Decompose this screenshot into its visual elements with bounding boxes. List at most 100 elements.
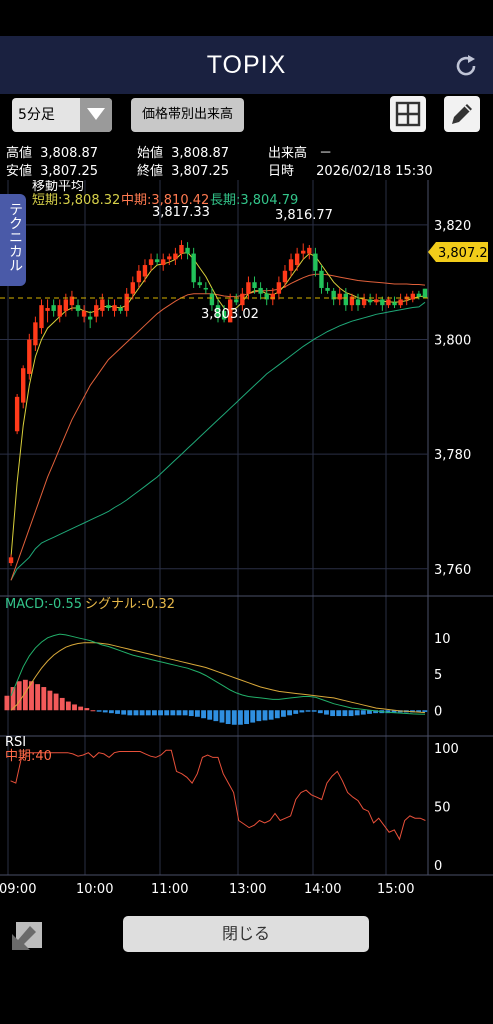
signal-label: シグナル:-0.32 xyxy=(85,597,175,612)
volume-profile-button[interactable]: 価格帯別出来高 xyxy=(131,98,244,132)
macd-histogram-bar xyxy=(170,710,176,716)
candle-body xyxy=(209,293,215,306)
candle-body xyxy=(386,299,391,306)
x-tick-label: 13:00 xyxy=(229,882,266,897)
stat-open-label: 始値 xyxy=(137,146,164,161)
macd-histogram-bar xyxy=(225,710,231,725)
candle-body xyxy=(270,293,275,300)
close-button[interactable]: 閉じる xyxy=(123,916,369,952)
y-tick-label: 3,800 xyxy=(434,334,471,349)
macd-histogram-bar xyxy=(188,710,194,717)
candle-body xyxy=(240,293,245,306)
stat-high: 高値 3,808.87 xyxy=(6,142,98,161)
macd-histogram-bar xyxy=(305,710,311,712)
candle-body xyxy=(301,250,306,254)
chevron-down-icon[interactable] xyxy=(80,98,112,132)
rsi-title: RSI xyxy=(5,735,26,750)
candle-body xyxy=(185,247,190,254)
period-select[interactable]: 5分足 xyxy=(12,98,112,132)
stat-datetime: 日時 2026/02/18 15:30 xyxy=(268,160,433,179)
candle-body xyxy=(63,299,69,311)
macd-histogram-bar xyxy=(360,710,366,715)
macd-histogram-bar xyxy=(194,710,200,717)
candle-body xyxy=(14,396,20,432)
pull-back-icon[interactable] xyxy=(10,916,46,952)
candle-body xyxy=(294,253,300,266)
low-annotation: 3,803.02 xyxy=(201,307,259,322)
macd-histogram-bar xyxy=(317,710,323,714)
macd-histogram-bar xyxy=(354,710,360,716)
macd-histogram-bar xyxy=(127,710,133,716)
y-tick-label: 3,780 xyxy=(434,448,471,463)
grid-icon[interactable] xyxy=(390,96,426,132)
macd-line xyxy=(10,633,426,715)
candle-body xyxy=(33,322,38,346)
macd-histogram-bar xyxy=(238,710,243,725)
candle-body xyxy=(100,299,105,311)
macd-histogram-bar xyxy=(250,710,256,723)
candle-body xyxy=(161,259,166,266)
stat-low-label: 安値 xyxy=(6,164,33,179)
macd-histogram-bar xyxy=(201,710,206,719)
candle-body xyxy=(27,339,32,374)
macd-histogram-bar xyxy=(47,690,53,711)
candle-body xyxy=(75,305,81,311)
x-tick-label: 11:00 xyxy=(151,882,188,897)
candle-body xyxy=(374,299,379,303)
candle-body xyxy=(87,316,93,320)
macd-histogram-bar xyxy=(10,687,16,711)
candle-body xyxy=(331,290,336,300)
axis-labels: 09:00 10:00 11:00 13:00 14:00 15:00 3,820 3,800… xyxy=(0,219,471,897)
macd-histogram-bar xyxy=(207,710,213,720)
macd-histogram-bar xyxy=(59,697,65,711)
long-ma-label: 長期:3,804.79 xyxy=(210,193,298,208)
candle-body xyxy=(355,299,361,306)
y-tick-label: 3,760 xyxy=(434,563,471,578)
technical-tab[interactable]: テクニカル xyxy=(0,194,26,286)
macd-y-tick: 0 xyxy=(434,704,442,719)
candle-body xyxy=(173,253,178,260)
candle-body xyxy=(221,310,227,320)
macd-histogram-bar xyxy=(213,710,219,722)
current-price-badge: 3,807.25 xyxy=(428,242,493,262)
refresh-icon[interactable] xyxy=(452,52,480,80)
candlestick-series xyxy=(8,240,428,566)
x-tick-label: 14:00 xyxy=(304,882,341,897)
macd-histogram-bar xyxy=(274,710,280,719)
candle-body xyxy=(112,305,117,311)
candle-body xyxy=(215,305,221,317)
macd-histogram-bar xyxy=(96,710,102,712)
candle-body xyxy=(197,282,202,286)
macd-histogram-bar xyxy=(336,710,342,717)
x-tick-label: 10:00 xyxy=(76,882,113,897)
macd-histogram-bar xyxy=(158,710,163,716)
macd-histogram-bar xyxy=(268,710,274,720)
candle-body xyxy=(106,305,111,309)
chart-canvas[interactable]: 09:00 10:00 11:00 13:00 14:00 15:00 3,820 3,800… xyxy=(0,180,493,900)
candle-body xyxy=(258,287,263,294)
candle-body xyxy=(81,310,87,317)
macd-histogram-bar xyxy=(311,710,317,712)
candle-body xyxy=(325,287,330,291)
high-annotation-2: 3,816.77 xyxy=(275,208,333,223)
candle-body xyxy=(8,557,14,564)
candle-body xyxy=(307,247,312,254)
candle-body xyxy=(142,265,148,277)
macd-histogram-bar xyxy=(219,710,225,723)
candle-body xyxy=(398,299,403,306)
mid-ma-line xyxy=(10,273,426,581)
macd-histogram-bar xyxy=(133,710,139,716)
macd-histogram-bar xyxy=(4,695,10,711)
macd-histogram-bar xyxy=(102,710,108,713)
macd-label: MACD:-0.55 xyxy=(5,597,82,612)
macd-histogram-bar xyxy=(151,710,157,716)
candle-body xyxy=(422,288,428,298)
macd-histogram-bar xyxy=(78,706,84,711)
stat-low-value: 3,807.25 xyxy=(40,164,99,179)
period-select-value: 5分足 xyxy=(18,107,55,123)
macd-histogram-bar xyxy=(139,710,145,716)
macd-histogram-bar xyxy=(231,710,237,725)
navigation-bar: TOPIX xyxy=(0,36,493,94)
candle-body xyxy=(313,253,318,271)
pencil-icon[interactable] xyxy=(444,96,480,132)
